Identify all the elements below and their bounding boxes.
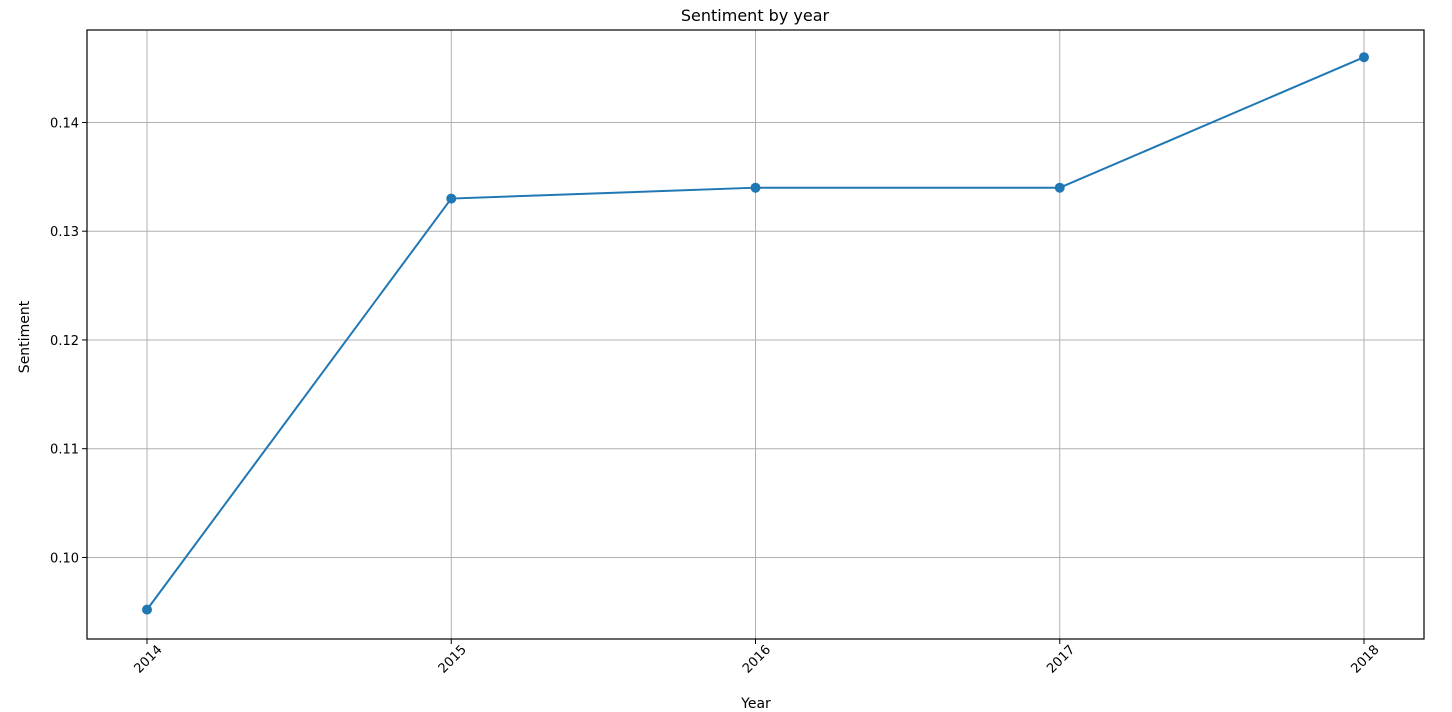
data-point xyxy=(1359,52,1369,63)
x-tick-label: 2015 xyxy=(436,643,470,677)
series-layer xyxy=(142,52,1369,615)
data-point xyxy=(142,604,152,615)
y-tick-label: 0.13 xyxy=(50,225,79,240)
x-tick-label: 2016 xyxy=(740,643,774,677)
y-tick-label: 0.10 xyxy=(50,551,79,566)
chart-title: Sentiment by year xyxy=(681,6,830,25)
y-tick-label: 0.12 xyxy=(50,334,79,349)
x-axis: 2014 2015 2016 2017 2018 xyxy=(132,639,1383,677)
y-tick-label: 0.14 xyxy=(50,116,79,131)
data-point xyxy=(1054,182,1065,193)
x-tick-label: 2018 xyxy=(1349,643,1383,677)
y-axis-label: Sentiment xyxy=(17,300,33,373)
x-axis-label: Year xyxy=(740,696,771,712)
y-axis: 0.10 0.11 0.12 0.13 0.14 xyxy=(50,116,87,566)
x-tick-label: 2017 xyxy=(1044,643,1078,677)
y-tick-label: 0.11 xyxy=(50,443,79,458)
data-point xyxy=(750,182,761,193)
data-point xyxy=(446,193,457,204)
grid-lines xyxy=(87,30,1424,639)
x-tick-label: 2014 xyxy=(132,643,166,677)
